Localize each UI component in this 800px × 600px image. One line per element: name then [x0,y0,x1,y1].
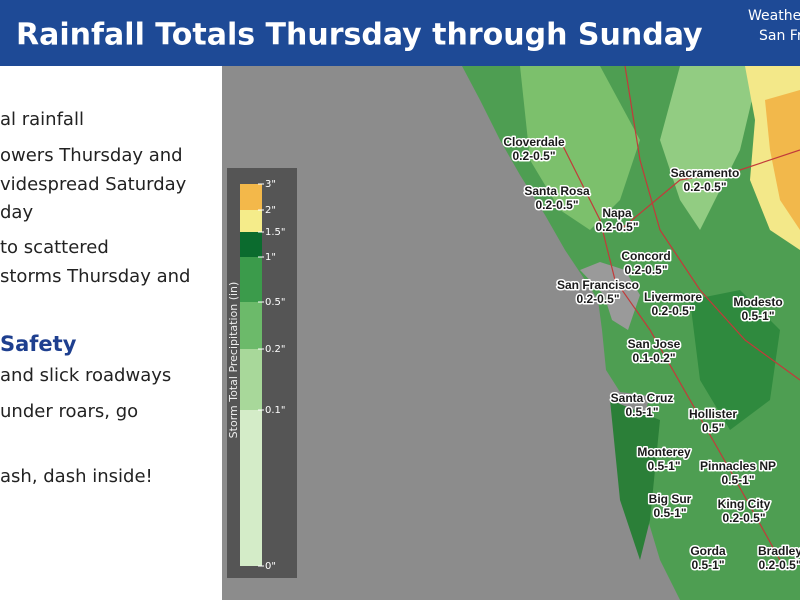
city-name: Napa [602,206,632,220]
bullet-text: ash, dash inside! [0,466,153,487]
city-name: King City [718,497,771,511]
legend-label: 0.5" [265,297,286,308]
office-line: Weathe [748,8,800,24]
color-step [240,257,262,302]
city-name: San Jose [628,337,681,351]
bullet-text: videspread Saturday [0,174,187,195]
city-name: Big Sur [649,492,692,506]
color-step [240,232,262,257]
color-step [240,302,262,349]
color-step [240,184,262,210]
legend-label: 2" [265,205,276,216]
header-title: Rainfall Totals Thursday through Sunday [16,18,703,53]
land-light [520,66,640,230]
city-range: 0.5-1" [721,473,754,487]
city-range: 0.5-1" [647,459,680,473]
color-step [240,210,262,232]
bullet-text: day [0,202,33,223]
city-range: 0.5-1" [691,558,724,572]
left-panel: al rainfall owers Thursday and videspread … [0,109,190,487]
land-light [660,66,760,230]
legend-label: 1" [265,252,276,263]
city-range: 0.2-0.5" [595,220,638,234]
office-line: San Fr [759,28,800,44]
bullet-text: under roars, go [0,401,138,422]
city-name: Modesto [733,295,782,309]
land-dark [690,290,780,430]
legend-label: 3" [265,179,276,190]
city-range: 0.2-0.5" [535,198,578,212]
city-range: 0.2-0.5" [758,558,800,572]
color-step [240,349,262,410]
city-range: 0.5-1" [625,405,658,419]
city-range: 0.2-0.5" [683,180,726,194]
city-range: 0.2-0.5" [624,263,667,277]
city-range: 0.2-0.5" [722,511,765,525]
legend-title: Storm Total Precipitation (in) [227,282,240,439]
city-name: Santa Cruz [611,391,674,405]
header-bar [0,0,800,66]
city-name: Santa Rosa [524,184,590,198]
land-dark [610,400,660,560]
color-step [240,410,262,566]
city-range: 0.5-1" [741,309,774,323]
legend-label: 0" [265,561,276,572]
city-name: Pinnacles NP [700,459,776,473]
highway [559,139,781,561]
bullet-text: owers Thursday and [0,145,183,166]
city-range: 0.2-0.5" [576,292,619,306]
land [462,66,800,600]
city-name: Bradley [758,544,800,558]
city-range: 0.2-0.5" [651,304,694,318]
city-name: Hollister [689,407,737,421]
legend-label: 1.5" [265,227,286,238]
bullet-text: and slick roadways [0,365,171,386]
bullet-text: storms Thursday and [0,266,190,287]
bullet-text: al rainfall [0,109,84,130]
city-name: Sacramento [671,166,740,180]
city-name: Gorda [690,544,726,558]
city-name: Concord [621,249,670,263]
legend-label: 0.1" [265,405,286,416]
city-range: 0.2-0.5" [512,149,555,163]
city-range: 0.5" [702,421,724,435]
legend-label: 0.2" [265,344,286,355]
bullet-text: to scattered [0,237,109,258]
section-heading: Safety [0,332,77,356]
city-name: San Francisco [557,278,639,292]
highway [619,149,800,231]
bay [580,262,640,330]
city-name: Monterey [637,445,691,459]
city-name: Livermore [644,290,702,304]
city-range: 0.1-0.2" [632,351,675,365]
land-orange [765,90,800,230]
city-name: Cloverdale [503,135,565,149]
highway [624,65,800,381]
legend: 3" 2" 1.5" 1" 0.5" 0.2" 0.1" 0" [240,179,286,572]
city-range: 0.5-1" [653,506,686,520]
